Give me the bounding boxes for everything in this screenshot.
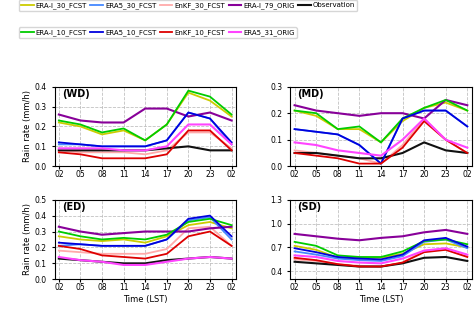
X-axis label: Time (LST): Time (LST) — [359, 295, 403, 304]
Y-axis label: Rain rate (mm/h): Rain rate (mm/h) — [23, 204, 32, 275]
Text: (WD): (WD) — [62, 89, 90, 99]
X-axis label: Time (LST): Time (LST) — [123, 295, 167, 304]
Legend: ERA-I_10_FCST, ERA5_10_FCST, EnKF_10_FCST, ERA5_31_ORIG: ERA-I_10_FCST, ERA5_10_FCST, EnKF_10_FCS… — [19, 27, 297, 38]
Text: (SD): (SD) — [298, 202, 322, 212]
Text: (MD): (MD) — [298, 89, 324, 99]
Text: (ED): (ED) — [62, 202, 85, 212]
Legend: ERA-I_30_FCST, ERA5_30_FCST, EnKF_30_FCST, ERA-I_79_ORIG, Observation: ERA-I_30_FCST, ERA5_30_FCST, EnKF_30_FCS… — [19, 0, 357, 11]
Y-axis label: Rain rate (mm/h): Rain rate (mm/h) — [23, 91, 32, 162]
